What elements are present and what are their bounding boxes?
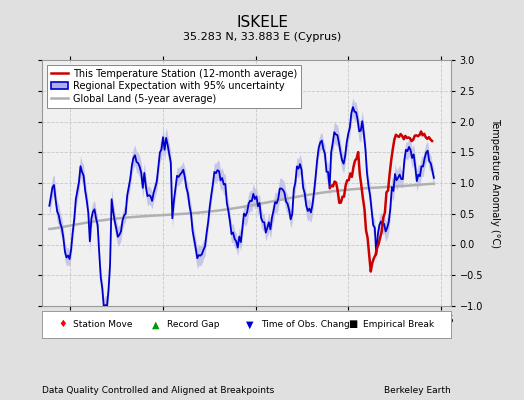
- Text: Data Quality Controlled and Aligned at Breakpoints: Data Quality Controlled and Aligned at B…: [42, 386, 274, 395]
- Text: Time of Obs. Change: Time of Obs. Change: [260, 320, 355, 329]
- Text: ♦: ♦: [58, 319, 67, 330]
- Y-axis label: Temperature Anomaly (°C): Temperature Anomaly (°C): [490, 118, 500, 248]
- Text: ■: ■: [348, 319, 358, 330]
- Text: ISKELE: ISKELE: [236, 15, 288, 30]
- Text: Berkeley Earth: Berkeley Earth: [384, 386, 451, 395]
- Text: Record Gap: Record Gap: [167, 320, 219, 329]
- Text: Empirical Break: Empirical Break: [363, 320, 434, 329]
- Legend: This Temperature Station (12-month average), Regional Expectation with 95% uncer: This Temperature Station (12-month avera…: [47, 65, 301, 108]
- Text: Station Move: Station Move: [72, 320, 132, 329]
- Text: ▲: ▲: [152, 319, 160, 330]
- Text: ▼: ▼: [246, 319, 254, 330]
- Text: 35.283 N, 33.883 E (Cyprus): 35.283 N, 33.883 E (Cyprus): [183, 32, 341, 42]
